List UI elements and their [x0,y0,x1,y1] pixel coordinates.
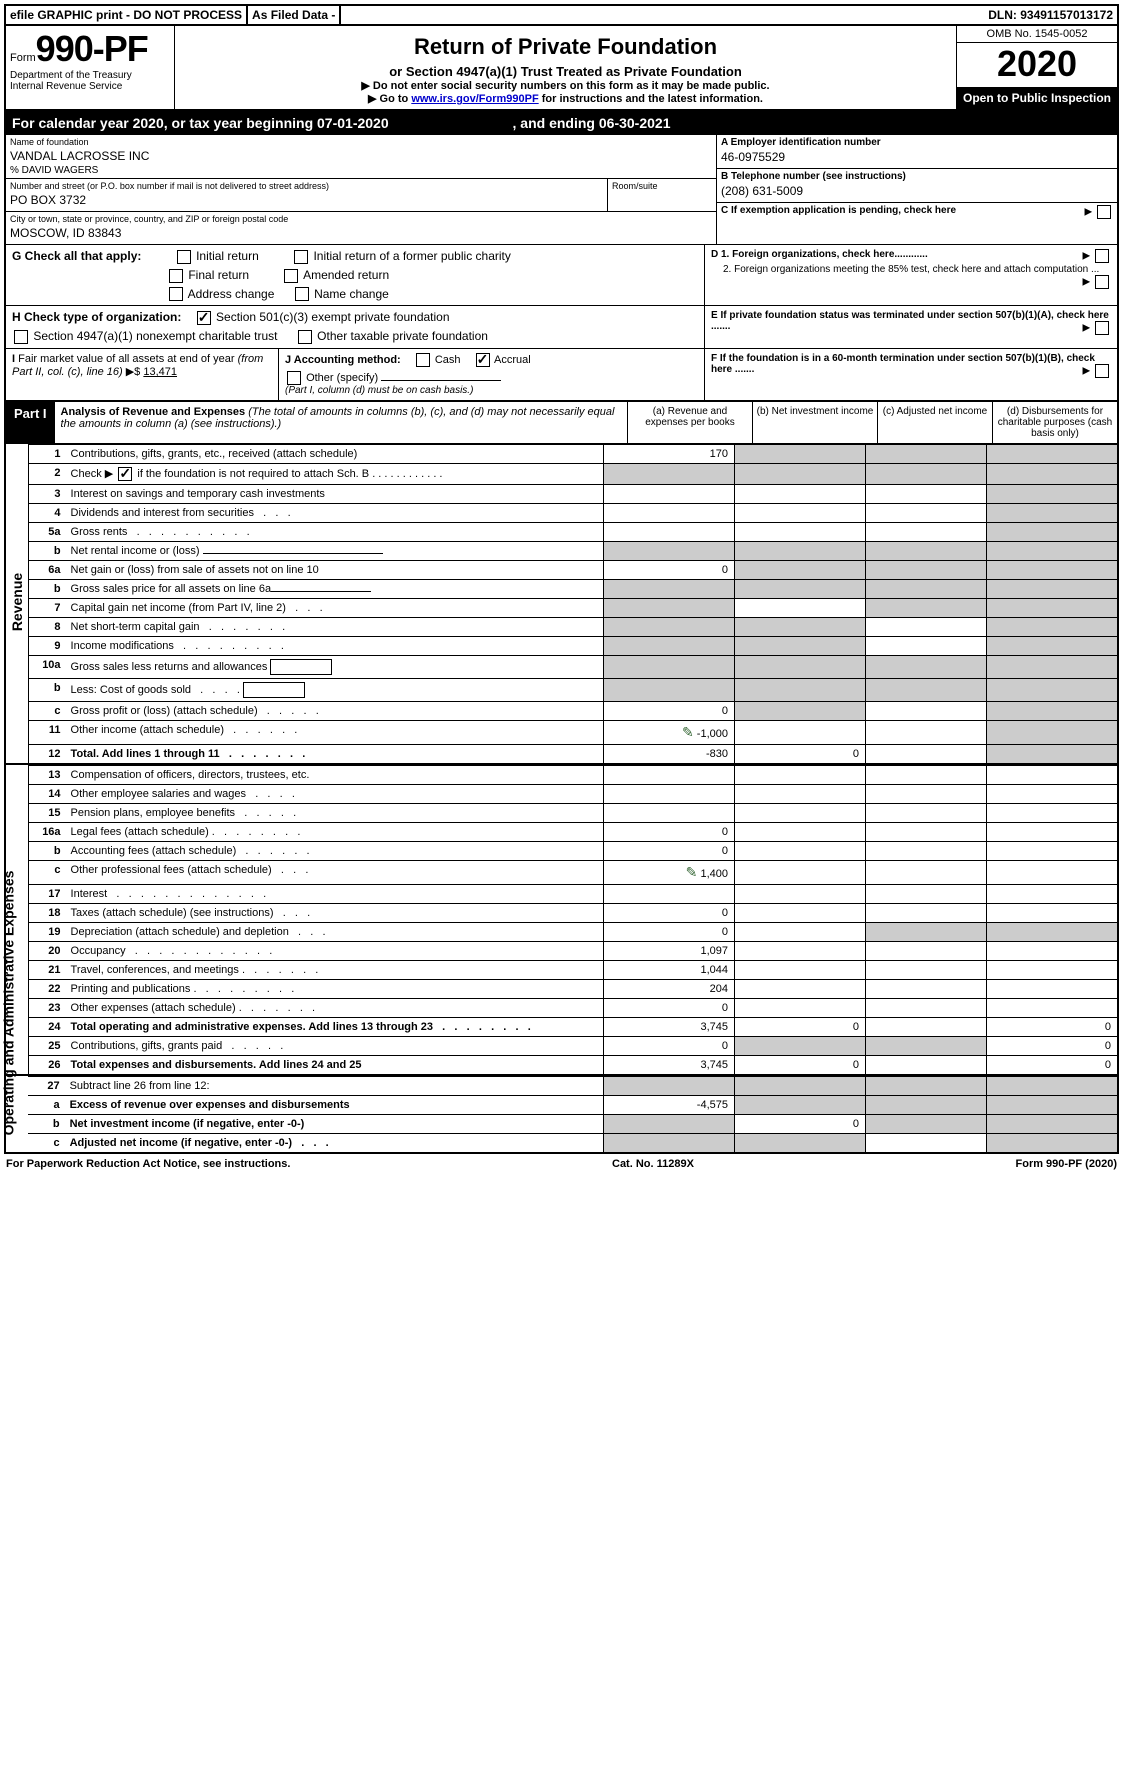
h-label: H Check type of organization: [12,310,181,324]
efile-label: efile GRAPHIC print - DO NOT PROCESS [6,6,248,24]
part1-title: Analysis of Revenue and Expenses [61,406,246,418]
cash-checkbox[interactable] [416,353,430,367]
revenue-sidelabel: Revenue [6,444,29,763]
f-checkbox[interactable] [1095,364,1109,378]
tax-year: 2020 [957,43,1117,87]
form-title: Return of Private Foundation [179,34,952,60]
form-ref: Form 990-PF (2020) [1016,1158,1117,1170]
e-checkbox[interactable] [1095,321,1109,335]
part1-label: Part I [6,402,55,443]
irs-label: Internal Revenue Service [10,81,170,92]
form-header: Form990-PF Department of the Treasury In… [6,26,1117,111]
address: PO BOX 3732 [10,191,607,209]
amended-checkbox[interactable] [284,269,298,283]
care-of: % DAVID WAGERS [10,165,712,176]
j-label: J Accounting method: [285,354,401,366]
name-label: Name of foundation [10,137,712,147]
asfiled-label: As Filed Data - [248,6,341,24]
city-label: City or town, state or province, country… [10,214,712,224]
expenses-table: 13Compensation of officers, directors, t… [29,765,1117,1074]
g-label: G Check all that apply: [12,249,141,263]
cat-no: Cat. No. 11289X [612,1158,694,1170]
city-state-zip: MOSCOW, ID 83843 [10,224,712,242]
4947-checkbox[interactable] [14,330,28,344]
i-label: I [12,353,15,365]
initial-former-checkbox[interactable] [294,250,308,264]
j-note: (Part I, column (d) must be on cash basi… [285,385,698,396]
d1-checkbox[interactable] [1095,249,1109,263]
dept-label: Department of the Treasury [10,70,170,81]
addr-change-checkbox[interactable] [169,287,183,301]
omb-number: OMB No. 1545-0052 [957,26,1117,43]
top-bar: efile GRAPHIC print - DO NOT PROCESS As … [4,4,1119,26]
pen-icon[interactable]: ✎ [681,864,697,881]
col-b-header: (b) Net investment income [752,402,877,443]
col-a-header: (a) Revenue and expenses per books [627,402,752,443]
page-footer: For Paperwork Reduction Act Notice, see … [4,1154,1119,1174]
d2-checkbox[interactable] [1095,275,1109,289]
fmv-value: 13,471 [143,366,177,378]
name-change-checkbox[interactable] [295,287,309,301]
c-label: C If exemption application is pending, c… [721,205,956,216]
initial-return-checkbox[interactable] [177,250,191,264]
instruction-2: ▶ Go to www.irs.gov/Form990PF for instru… [179,92,952,105]
addr-label: Number and street (or P.O. box number if… [10,181,607,191]
other-method-checkbox[interactable] [287,371,301,385]
instruction-1: ▶ Do not enter social security numbers o… [179,79,952,92]
dln-label: DLN: 93491157013172 [984,6,1117,24]
form-subtitle: or Section 4947(a)(1) Trust Treated as P… [179,64,952,79]
501c3-checkbox[interactable] [197,311,211,325]
calendar-year-row: For calendar year 2020, or tax year begi… [6,111,1117,135]
expenses-sidelabel: Operating and Administrative Expenses [6,765,29,1074]
foundation-name: VANDAL LACROSSE INC [10,147,712,165]
schb-checkbox[interactable] [118,467,132,481]
irs-link[interactable]: www.irs.gov/Form990PF [411,93,538,105]
revenue-table: 1Contributions, gifts, grants, etc., rec… [29,444,1117,763]
pen-icon[interactable]: ✎ [678,724,694,741]
final-return-checkbox[interactable] [169,269,183,283]
room-label: Room/suite [612,181,712,191]
col-c-header: (c) Adjusted net income [877,402,992,443]
phone-label: B Telephone number (see instructions) [721,171,1113,182]
form-prefix: Form [10,52,36,64]
other-taxable-checkbox[interactable] [298,330,312,344]
form-number: 990-PF [36,28,148,69]
paperwork-notice: For Paperwork Reduction Act Notice, see … [6,1158,290,1170]
accrual-checkbox[interactable] [476,353,490,367]
c-checkbox[interactable] [1097,205,1111,219]
phone-value: (208) 631-5009 [721,182,1113,200]
col-d-header: (d) Disbursements for charitable purpose… [992,402,1117,443]
line27-table: 27Subtract line 26 from line 12: aExcess… [28,1076,1117,1152]
ein-label: A Employer identification number [721,137,1113,148]
open-public-label: Open to Public Inspection [957,87,1117,109]
ein-value: 46-0975529 [721,148,1113,166]
